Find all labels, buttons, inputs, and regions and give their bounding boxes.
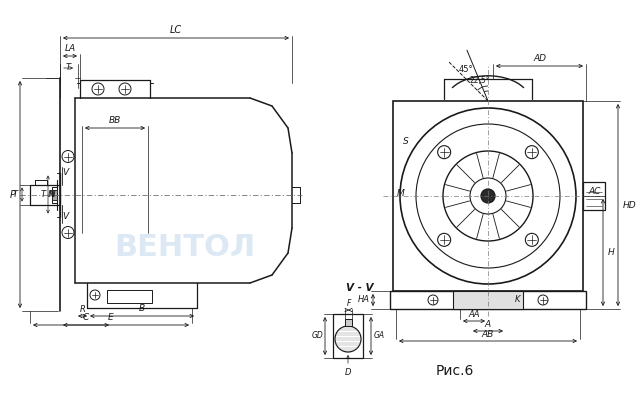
Text: 45°: 45° [459,64,474,73]
Bar [345,319,352,326]
Text: D: D [345,368,351,377]
Text: N: N [49,190,56,199]
Bar [333,314,363,358]
Text: N: N [47,190,54,199]
Text: V: V [62,212,68,221]
Text: 22,5°: 22,5° [470,77,490,86]
Text: AD: AD [533,54,546,63]
Text: R: R [79,305,85,314]
Circle shape [481,189,495,203]
Text: A: A [485,320,491,329]
Text: M: M [397,189,405,198]
Text: B: B [139,304,145,313]
Text: E: E [108,313,114,322]
Text: AA: AA [468,310,480,319]
Bar [107,290,152,303]
Text: T: T [41,190,46,199]
Text: GA: GA [374,332,385,340]
Text: GD: GD [311,332,323,340]
Text: HD: HD [623,200,637,209]
Text: HA: HA [358,296,370,305]
Text: V - V: V - V [346,283,374,293]
Text: S: S [403,136,409,145]
Bar [52,189,57,200]
Bar [583,182,605,210]
Text: P: P [10,189,16,200]
Text: LA: LA [65,44,76,53]
Text: BB: BB [109,116,121,125]
Bar [453,291,523,309]
Text: Рис.6: Рис.6 [436,364,474,378]
Text: AB: AB [482,330,494,339]
Text: LC: LC [170,25,182,35]
Text: H: H [608,248,615,257]
Text: AC: AC [588,187,600,195]
Bar [390,291,586,309]
Text: ВЕНТОЛ: ВЕНТОЛ [115,233,255,263]
Text: K: K [515,296,521,305]
Bar [393,101,583,291]
Text: T: T [13,190,18,199]
Text: T: T [66,64,71,72]
Text: V: V [62,168,68,177]
Text: C: C [83,313,89,322]
Text: F: F [346,299,351,308]
